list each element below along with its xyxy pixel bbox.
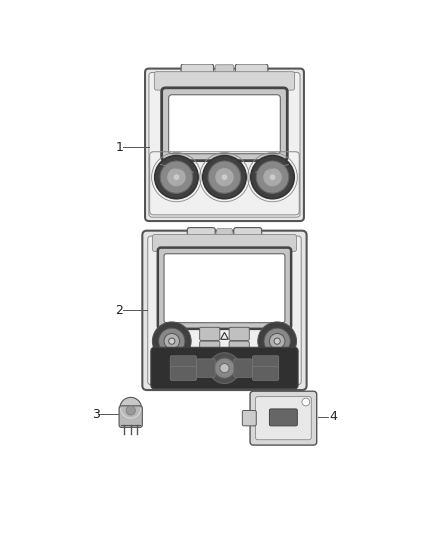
FancyBboxPatch shape [151, 348, 298, 389]
Text: 1: 1 [115, 141, 123, 154]
FancyBboxPatch shape [215, 64, 234, 80]
FancyBboxPatch shape [169, 95, 280, 154]
Circle shape [203, 156, 246, 199]
Circle shape [220, 364, 229, 373]
FancyBboxPatch shape [234, 359, 252, 377]
FancyBboxPatch shape [229, 341, 249, 354]
FancyBboxPatch shape [181, 64, 214, 85]
FancyBboxPatch shape [250, 391, 317, 445]
FancyBboxPatch shape [252, 356, 279, 370]
Circle shape [120, 398, 141, 419]
Text: 4: 4 [330, 410, 338, 423]
FancyBboxPatch shape [252, 367, 279, 381]
Circle shape [160, 161, 193, 193]
FancyBboxPatch shape [164, 254, 285, 322]
FancyBboxPatch shape [170, 367, 197, 381]
FancyBboxPatch shape [149, 72, 300, 217]
Circle shape [302, 398, 310, 406]
FancyBboxPatch shape [152, 235, 297, 252]
Text: 2: 2 [115, 304, 123, 317]
Circle shape [159, 328, 185, 354]
Circle shape [152, 322, 191, 360]
FancyBboxPatch shape [200, 341, 220, 354]
Circle shape [214, 358, 235, 378]
FancyBboxPatch shape [197, 359, 215, 377]
Circle shape [269, 174, 276, 180]
Circle shape [169, 338, 175, 344]
Text: 3: 3 [92, 408, 100, 421]
FancyBboxPatch shape [187, 228, 215, 246]
FancyBboxPatch shape [217, 228, 232, 241]
FancyBboxPatch shape [170, 356, 197, 370]
Circle shape [251, 156, 294, 199]
FancyBboxPatch shape [148, 236, 301, 385]
Circle shape [155, 156, 198, 199]
FancyBboxPatch shape [269, 409, 297, 426]
Circle shape [221, 174, 228, 180]
FancyBboxPatch shape [162, 88, 287, 160]
FancyBboxPatch shape [142, 231, 307, 390]
FancyBboxPatch shape [229, 327, 249, 341]
FancyBboxPatch shape [145, 69, 304, 221]
Circle shape [264, 328, 290, 354]
Circle shape [215, 167, 234, 187]
FancyBboxPatch shape [154, 71, 295, 90]
FancyBboxPatch shape [158, 248, 291, 329]
Circle shape [209, 353, 240, 384]
Circle shape [274, 338, 280, 344]
Circle shape [269, 334, 285, 349]
Circle shape [126, 406, 135, 415]
Circle shape [167, 167, 186, 187]
FancyBboxPatch shape [242, 410, 256, 426]
FancyBboxPatch shape [235, 64, 268, 85]
FancyBboxPatch shape [200, 327, 220, 341]
Circle shape [173, 174, 180, 180]
FancyBboxPatch shape [234, 228, 261, 246]
Circle shape [164, 334, 180, 349]
Circle shape [208, 161, 241, 193]
FancyBboxPatch shape [255, 397, 311, 440]
Circle shape [263, 167, 282, 187]
Circle shape [258, 322, 297, 360]
FancyBboxPatch shape [119, 406, 142, 427]
Circle shape [256, 161, 289, 193]
